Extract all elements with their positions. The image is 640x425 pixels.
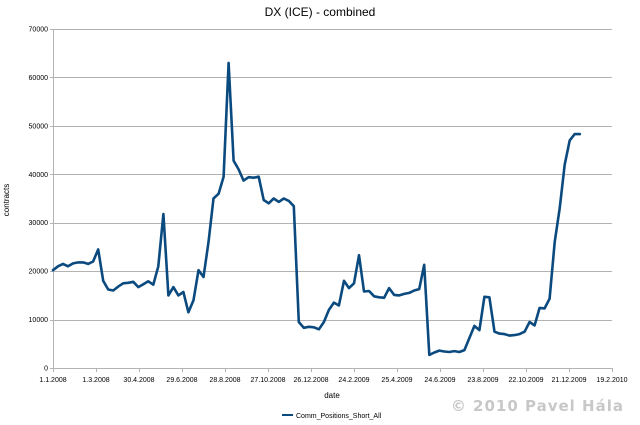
y-tick-label: 20000 — [29, 269, 49, 276]
y-tick-label: 30000 — [29, 220, 49, 227]
x-tick-label: 21.12.2009 — [551, 377, 586, 384]
y-tick-labels: 0 10000 20000 30000 40000 50000 60000 70000 — [29, 27, 49, 373]
copyright-watermark: © 2010 Pavel Hála — [450, 397, 624, 415]
x-tick-label: 26.12.2008 — [293, 377, 328, 384]
y-tick-label: 60000 — [29, 75, 49, 82]
x-tick-label: 24.6.2009 — [424, 377, 455, 384]
y-axis-title: contracts — [2, 184, 11, 216]
x-tick-label: 30.4.2008 — [123, 377, 154, 384]
x-tick-label: 23.8.2009 — [467, 377, 498, 384]
x-tick-label: 1.3.2008 — [82, 377, 109, 384]
x-tick-label: 1.1.2008 — [39, 377, 66, 384]
chart-title: DX (ICE) - combined — [265, 5, 376, 19]
x-tick-label: 22.10.2009 — [508, 377, 543, 384]
x-tick-label: 19.2.2010 — [596, 377, 627, 384]
x-tick-label: 25.4.2009 — [381, 377, 412, 384]
x-tick-label: 27.10.2008 — [250, 377, 285, 384]
x-tick-label: 29.6.2008 — [166, 377, 197, 384]
x-tick-label: 24.2.2009 — [338, 377, 369, 384]
y-tick-label: 70000 — [29, 27, 49, 34]
series-line — [51, 61, 582, 357]
x-tick-label: 28.8.2008 — [209, 377, 240, 384]
y-tick-label: 10000 — [29, 317, 49, 324]
series-layer — [51, 61, 582, 357]
legend: Comm_Positions_Short_All — [282, 413, 382, 420]
y-tick-label: 40000 — [29, 172, 49, 179]
y-tick-label: 0 — [44, 366, 48, 373]
x-axis-title: date — [324, 391, 340, 400]
gridlines — [50, 29, 612, 369]
legend-label: Comm_Positions_Short_All — [296, 413, 382, 420]
x-tick-labels: 1.1.2008 1.3.2008 30.4.2008 29.6.2008 28.8.2… — [39, 368, 628, 384]
y-tick-label: 50000 — [29, 123, 49, 130]
